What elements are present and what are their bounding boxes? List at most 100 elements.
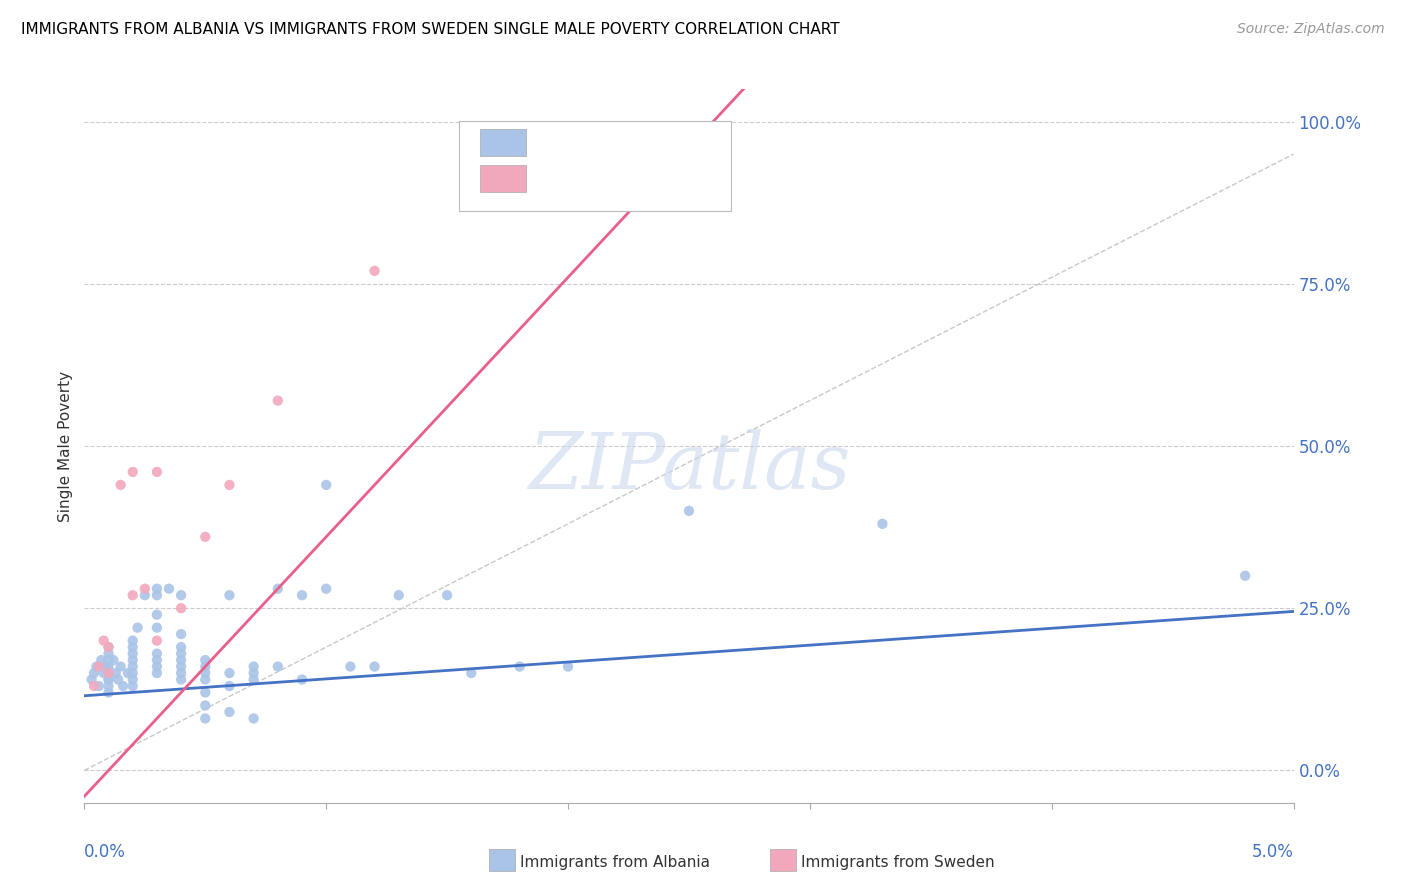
Point <box>194 653 217 667</box>
Point <box>97 647 120 661</box>
Point <box>110 659 132 673</box>
Point <box>170 640 193 654</box>
Point <box>1234 568 1257 582</box>
Point <box>194 666 217 681</box>
Point <box>121 673 143 687</box>
Point <box>872 516 894 531</box>
Text: N =  17: N = 17 <box>659 169 733 187</box>
Point <box>121 647 143 661</box>
Point <box>121 588 143 602</box>
Point <box>170 653 193 667</box>
Point <box>97 659 120 673</box>
Point <box>121 640 143 654</box>
Point <box>170 601 193 615</box>
Point <box>194 659 217 673</box>
Point <box>509 659 531 673</box>
Point <box>97 666 120 681</box>
Point <box>121 666 143 681</box>
Text: Immigrants from Sweden: Immigrants from Sweden <box>801 855 995 870</box>
Text: N = 80: N = 80 <box>659 134 727 152</box>
Text: IMMIGRANTS FROM ALBANIA VS IMMIGRANTS FROM SWEDEN SINGLE MALE POVERTY CORRELATIO: IMMIGRANTS FROM ALBANIA VS IMMIGRANTS FR… <box>21 22 839 37</box>
Point <box>267 393 290 408</box>
Point <box>121 659 143 673</box>
Point <box>157 582 180 596</box>
Point <box>97 685 120 699</box>
Point <box>267 659 290 673</box>
Point <box>194 673 217 687</box>
Point <box>194 530 217 544</box>
Point <box>339 659 361 673</box>
Point <box>315 582 337 596</box>
Point <box>80 673 103 687</box>
Point <box>146 659 169 673</box>
Text: Source: ZipAtlas.com: Source: ZipAtlas.com <box>1237 22 1385 37</box>
Point <box>242 673 264 687</box>
Point <box>97 653 120 667</box>
Text: 5.0%: 5.0% <box>1251 843 1294 861</box>
Point <box>97 673 120 687</box>
Point <box>97 679 120 693</box>
Text: ZIPatlas: ZIPatlas <box>527 429 851 506</box>
Point <box>170 588 193 602</box>
Point <box>242 659 264 673</box>
Point <box>460 179 482 194</box>
Point <box>104 666 127 681</box>
Point <box>146 647 169 661</box>
FancyBboxPatch shape <box>479 129 526 156</box>
Point <box>170 666 193 681</box>
FancyBboxPatch shape <box>479 165 526 192</box>
Point <box>194 711 217 725</box>
Point <box>94 659 117 673</box>
Point <box>112 679 135 693</box>
Point <box>86 659 108 673</box>
Point <box>170 673 193 687</box>
Point <box>97 666 120 681</box>
Point <box>291 588 314 602</box>
Point <box>678 504 700 518</box>
Point <box>388 588 411 602</box>
Point <box>146 588 169 602</box>
Text: R = 0.643: R = 0.643 <box>540 169 630 187</box>
Point <box>87 659 110 673</box>
Text: Immigrants from Albania: Immigrants from Albania <box>520 855 710 870</box>
Point <box>97 673 120 687</box>
Point <box>110 478 132 492</box>
Point <box>242 711 264 725</box>
Point <box>194 685 217 699</box>
Point <box>363 659 385 673</box>
Point <box>127 621 149 635</box>
Point <box>146 666 169 681</box>
Point <box>97 640 120 654</box>
Point <box>170 647 193 661</box>
Point <box>93 666 115 681</box>
Point <box>218 666 240 681</box>
Point <box>121 465 143 479</box>
Point <box>170 659 193 673</box>
Point <box>218 705 240 719</box>
FancyBboxPatch shape <box>460 121 731 211</box>
Point <box>146 607 169 622</box>
Point <box>83 679 105 693</box>
Y-axis label: Single Male Poverty: Single Male Poverty <box>58 370 73 522</box>
Point <box>146 633 169 648</box>
Point <box>107 673 129 687</box>
Point <box>291 673 314 687</box>
Point <box>194 698 217 713</box>
Point <box>134 582 156 596</box>
Point <box>436 588 458 602</box>
Point <box>117 666 139 681</box>
Point <box>121 679 143 693</box>
Point <box>315 478 337 492</box>
Point <box>218 679 240 693</box>
Point <box>218 478 240 492</box>
Point <box>134 588 156 602</box>
Text: 0.0%: 0.0% <box>84 843 127 861</box>
Point <box>460 666 482 681</box>
Point <box>93 633 115 648</box>
Point <box>363 264 385 278</box>
Point <box>146 582 169 596</box>
Point <box>557 659 579 673</box>
Point <box>146 653 169 667</box>
Point <box>146 621 169 635</box>
Point <box>146 465 169 479</box>
